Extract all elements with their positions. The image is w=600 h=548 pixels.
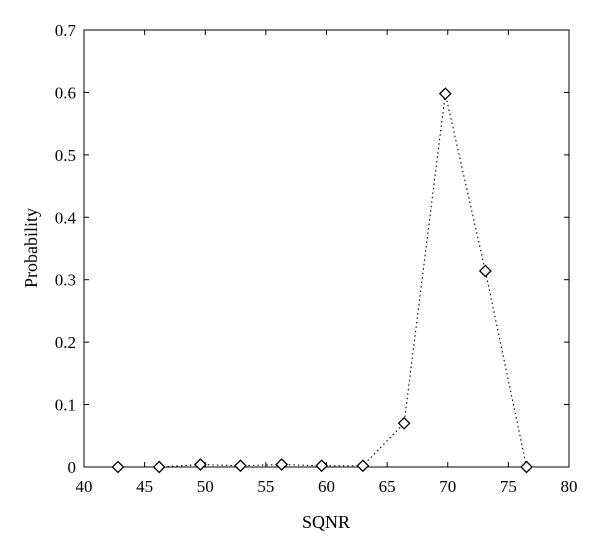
y-axis-title: Probability [21,208,41,288]
data-point-marker [193,458,207,471]
y-tick-label: 0.7 [55,21,77,40]
series-markers [111,87,533,474]
data-point-marker [315,459,329,473]
x-tick-label: 45 [136,477,153,496]
x-tick-label: 60 [318,477,335,496]
x-axis-title: SQNR [302,512,350,532]
x-tick-label: 70 [439,477,456,496]
data-point-marker [275,458,289,471]
y-tick-label: 0.4 [55,208,77,227]
x-tick-label: 65 [379,477,396,496]
data-point-marker [111,460,125,474]
data-point-marker [478,264,492,278]
y-tick-label: 0.1 [55,396,76,415]
data-point-marker [397,416,411,430]
data-point-marker [438,87,452,101]
x-tick-label: 50 [197,477,214,496]
y-tick-label: 0 [68,458,77,477]
data-point-marker [152,460,166,474]
plot-area [83,29,570,468]
data-point-marker [356,459,370,473]
y-tick-label: 0.2 [55,333,76,352]
data-point-marker [233,459,247,473]
data-point-marker [520,460,533,474]
y-axis: 0 0.1 0.2 0.3 0.4 0.5 0.6 0.7 [55,21,569,477]
y-tick-label: 0.5 [55,146,76,165]
y-tick-label: 0.3 [55,271,76,290]
x-tick-label: 80 [561,477,578,496]
x-tick-label: 40 [76,477,93,496]
x-axis: 40 45 50 55 60 65 70 75 80 [76,30,578,496]
y-tick-label: 0.6 [55,83,76,102]
x-tick-label: 55 [257,477,274,496]
x-tick-label: 75 [500,477,517,496]
